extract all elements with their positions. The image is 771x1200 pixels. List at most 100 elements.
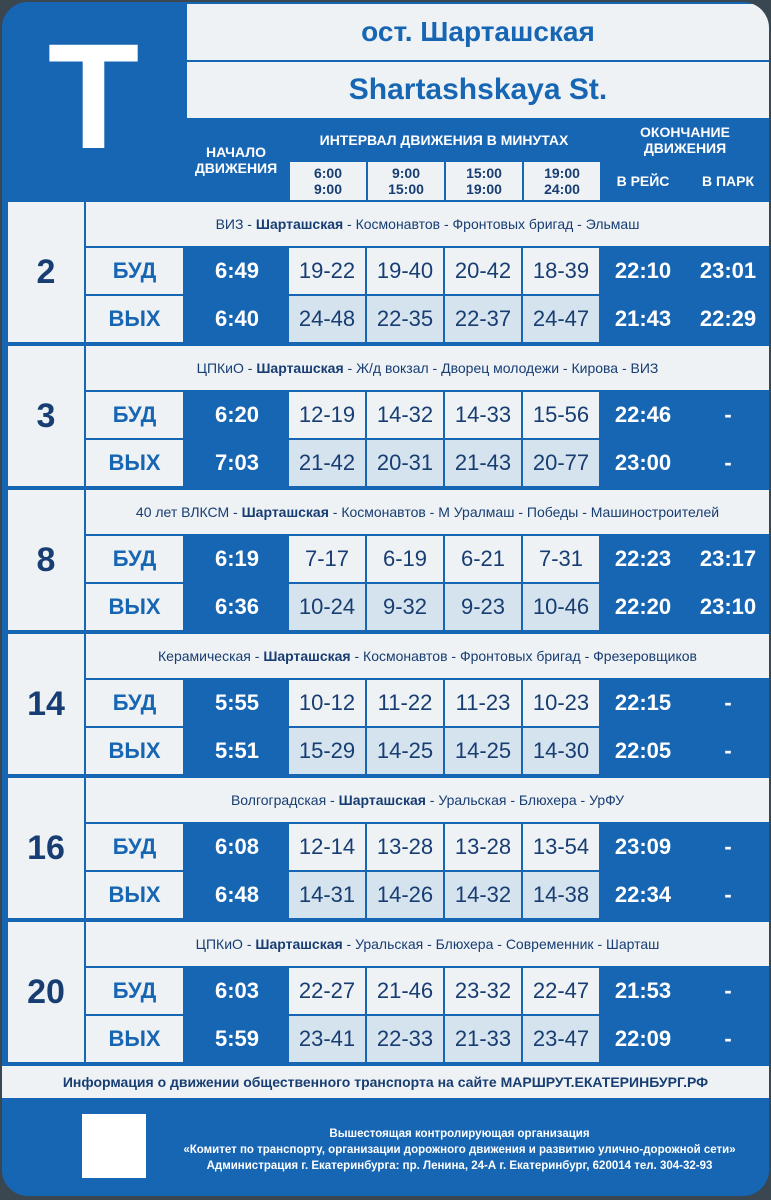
route-number: 16	[8, 778, 84, 918]
time-cell: 6:19	[187, 536, 287, 582]
org-line: Вышестоящая контролирующая организация	[329, 1128, 590, 1140]
time-cell: 5:51	[187, 728, 287, 774]
route-stops: ЦПКиО - Шарташская - Уральская - Блюхера…	[86, 922, 769, 966]
time-cell: 21:43	[601, 296, 685, 342]
day: ВЫХ	[86, 440, 183, 486]
time-cell: -	[687, 824, 769, 870]
stops-after: - Космонавтов - Фронтовых бригад - Фрезе…	[350, 648, 697, 664]
time-cell: 20-42	[445, 248, 521, 294]
day: БУД	[86, 392, 183, 438]
stops-bold: Шарташская	[256, 360, 344, 376]
end-trip: В РЕЙС	[601, 162, 685, 200]
stops-before: ВИЗ -	[215, 216, 256, 232]
time-cell: 9-23	[445, 584, 521, 630]
time-cell: 6:48	[187, 872, 287, 918]
time-cell: -	[687, 872, 769, 918]
time-cell: 23-32	[445, 968, 521, 1014]
time-cell: 7-31	[523, 536, 599, 582]
time-cell: 22-33	[367, 1016, 443, 1062]
period-to: 15:00	[388, 181, 424, 197]
time-cell: 23:01	[687, 248, 769, 294]
time-cell: 14-26	[367, 872, 443, 918]
time-cell: 14-38	[523, 872, 599, 918]
period-from: 9:00	[391, 165, 421, 181]
day: БУД	[86, 248, 183, 294]
stops-after: - Уральская - Блюхера - Современник - Ша…	[342, 936, 660, 952]
time-cell: -	[687, 968, 769, 1014]
time-cell: 13-28	[445, 824, 521, 870]
time-cell: 22:20	[601, 584, 685, 630]
route-stops: 40 лет ВЛКСМ - Шарташская - Космонавтов …	[86, 490, 769, 534]
time-cell: 6:03	[187, 968, 287, 1014]
time-cell: 10-46	[523, 584, 599, 630]
day: ВЫХ	[86, 296, 183, 342]
time-cell: 6:20	[187, 392, 287, 438]
time-cell: 6:08	[187, 824, 287, 870]
time-cell: 23-41	[289, 1016, 365, 1062]
time-cell: 14-32	[445, 872, 521, 918]
info: Информация о движении общественного тран…	[2, 1066, 769, 1098]
time-cell: 21-43	[445, 440, 521, 486]
time-cell: 5:55	[187, 680, 287, 726]
route-number: 14	[8, 634, 84, 774]
org-line: Администрация г. Екатеринбурга: пр. Лени…	[206, 1160, 713, 1172]
time-cell: 7-17	[289, 536, 365, 582]
period: 9:00 15:00	[368, 162, 444, 200]
route-stops: ЦПКиО - Шарташская - Ж/д вокзал - Дворец…	[86, 346, 769, 390]
stops-bold: Шарташская	[263, 648, 351, 664]
period: 15:00 19:00	[446, 162, 522, 200]
time-cell: -	[687, 1016, 769, 1062]
day: ВЫХ	[86, 1016, 183, 1062]
time-cell: 23:10	[687, 584, 769, 630]
route-stops: ВИЗ - Шарташская - Космонавтов - Фронтов…	[86, 202, 769, 246]
stops-before: Волгоградская -	[230, 792, 339, 808]
time-cell: 19-22	[289, 248, 365, 294]
route-number: 3	[8, 346, 84, 486]
route-number: 8	[8, 490, 84, 630]
time-cell: 13-54	[523, 824, 599, 870]
time-cell: 22:46	[601, 392, 685, 438]
time-cell: 21:53	[601, 968, 685, 1014]
time-cell: 6-21	[445, 536, 521, 582]
period-to: 19:00	[466, 181, 502, 197]
end-header: ОКОНЧАНИЕ ДВИЖЕНИЯ	[601, 120, 769, 160]
time-cell: 6:49	[187, 248, 287, 294]
stops-after: - Ж/д вокзал - Дворец молодежи - Кирова …	[343, 360, 659, 376]
time-cell: 11-23	[445, 680, 521, 726]
stops-bold: Шарташская	[255, 936, 343, 952]
period-to: 24:00	[544, 181, 580, 197]
time-cell: -	[687, 680, 769, 726]
time-cell: 6-19	[367, 536, 443, 582]
org-line: «Комитет по транспорту, организации доро…	[183, 1144, 736, 1156]
time-cell: 22-35	[367, 296, 443, 342]
day: БУД	[86, 824, 183, 870]
period: 19:00 24:00	[524, 162, 600, 200]
time-cell: 14-31	[289, 872, 365, 918]
time-cell: 22-47	[523, 968, 599, 1014]
title-en: Shartashskaya St.	[187, 62, 769, 118]
route-stops: Керамическая - Шарташская - Космонавтов …	[86, 634, 769, 678]
time-cell: 12-19	[289, 392, 365, 438]
time-cell: 10-23	[523, 680, 599, 726]
stops-before: ЦПКиО -	[195, 936, 256, 952]
time-cell: 22:23	[601, 536, 685, 582]
interval-header: ИНТЕРВАЛ ДВИЖЕНИЯ В МИНУТАХ	[289, 120, 599, 160]
stops-before: Керамическая -	[158, 648, 264, 664]
time-cell: 23:17	[687, 536, 769, 582]
day: ВЫХ	[86, 728, 183, 774]
day: БУД	[86, 968, 183, 1014]
time-cell: 22:34	[601, 872, 685, 918]
route-stops: Волгоградская - Шарташская - Уральская -…	[86, 778, 769, 822]
period: 6:00 9:00	[290, 162, 366, 200]
time-cell: 10-24	[289, 584, 365, 630]
time-cell: 12-14	[289, 824, 365, 870]
time-cell: 22-27	[289, 968, 365, 1014]
route-number: 2	[8, 202, 84, 342]
end-park: В ПАРК	[687, 162, 769, 200]
time-cell: 14-32	[367, 392, 443, 438]
stops-after: - Космонавтов - М Уралмаш - Победы - Маш…	[328, 504, 720, 520]
period-from: 15:00	[466, 165, 502, 181]
period-to: 9:00	[313, 181, 343, 197]
